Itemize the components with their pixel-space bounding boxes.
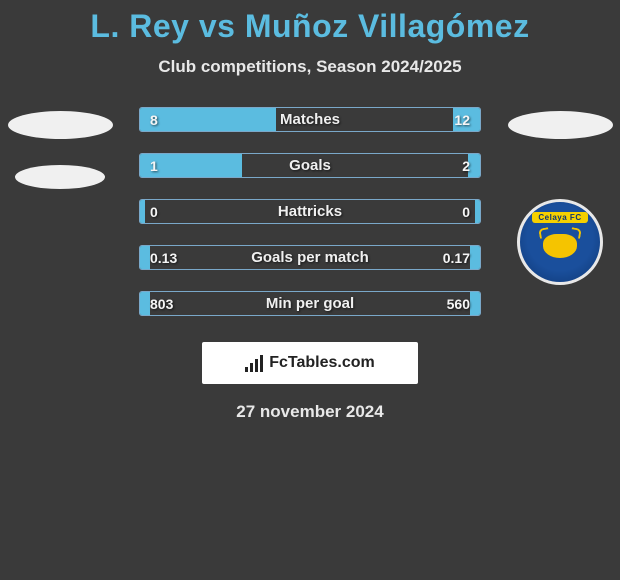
right-player-logo-area: Celaya FC xyxy=(500,107,620,285)
stat-value-right: 560 xyxy=(447,296,470,312)
stat-label: Goals per match xyxy=(251,249,369,266)
stat-value-right: 2 xyxy=(462,158,470,174)
left-player-logo-area xyxy=(0,107,120,215)
subtitle: Club competitions, Season 2024/2025 xyxy=(158,57,461,77)
stat-value-left: 803 xyxy=(150,296,173,312)
stat-value-right: 0 xyxy=(462,204,470,220)
stat-row: 8 Matches 12 xyxy=(139,107,481,132)
stat-label: Min per goal xyxy=(266,295,354,312)
stat-row: 0 Hattricks 0 xyxy=(139,199,481,224)
stat-label: Hattricks xyxy=(278,203,342,220)
brand-text: FcTables.com xyxy=(269,354,375,372)
footer-date: 27 november 2024 xyxy=(236,402,383,422)
right-logo-placeholder xyxy=(508,111,613,139)
stat-fill-left xyxy=(140,200,145,223)
bull-icon xyxy=(543,234,577,258)
stat-fill-left xyxy=(140,246,150,269)
right-club-badge: Celaya FC xyxy=(517,199,603,285)
stat-value-left: 0 xyxy=(150,204,158,220)
stat-row: 0.13 Goals per match 0.17 xyxy=(139,245,481,270)
bars-icon xyxy=(245,354,263,372)
stat-value-left: 8 xyxy=(150,112,158,128)
stat-fill-left xyxy=(140,292,150,315)
stat-fill-right xyxy=(470,246,480,269)
page-title: L. Rey vs Muñoz Villagómez xyxy=(90,8,529,45)
stat-label: Matches xyxy=(280,111,340,128)
stat-value-left: 1 xyxy=(150,158,158,174)
left-logo-placeholder-1 xyxy=(8,111,113,139)
stat-fill-right xyxy=(475,200,480,223)
stat-label: Goals xyxy=(289,157,331,174)
stat-value-right: 0.17 xyxy=(443,250,470,266)
stat-value-right: 12 xyxy=(454,112,470,128)
club-banner-text: Celaya FC xyxy=(532,212,587,223)
stat-value-left: 0.13 xyxy=(150,250,177,266)
stat-row: 803 Min per goal 560 xyxy=(139,291,481,316)
stat-bars: 8 Matches 12 1 Goals 2 0 Hattricks 0 0.13 Goals pe… xyxy=(139,107,481,316)
infographic-root: L. Rey vs Muñoz Villagómez Club competit… xyxy=(0,0,620,422)
stats-area: 8 Matches 12 1 Goals 2 0 Hattricks 0 0.13 Goals pe… xyxy=(0,107,620,316)
brand-footer-box: FcTables.com xyxy=(202,342,418,384)
stat-row: 1 Goals 2 xyxy=(139,153,481,178)
stat-fill-right xyxy=(470,292,480,315)
stat-fill-left xyxy=(140,108,276,131)
left-logo-placeholder-2 xyxy=(15,165,105,189)
